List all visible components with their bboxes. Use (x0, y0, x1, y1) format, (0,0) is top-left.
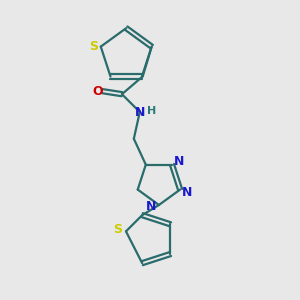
Text: N: N (146, 200, 156, 213)
Text: N: N (135, 106, 145, 118)
Text: N: N (174, 155, 184, 168)
Text: S: S (113, 224, 122, 236)
Text: H: H (147, 106, 156, 116)
Text: N: N (182, 186, 193, 199)
Text: S: S (89, 40, 98, 53)
Text: O: O (92, 85, 103, 98)
